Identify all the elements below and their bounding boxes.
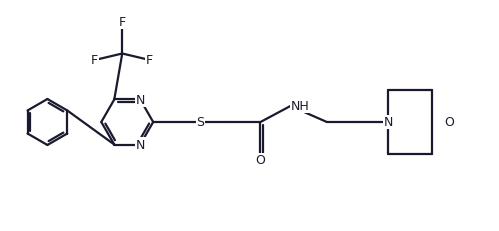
Text: N: N xyxy=(136,138,145,151)
Text: F: F xyxy=(119,16,126,29)
Text: F: F xyxy=(91,54,98,67)
Text: N: N xyxy=(384,116,393,129)
Text: S: S xyxy=(197,116,205,129)
Text: NH: NH xyxy=(290,100,309,113)
Text: O: O xyxy=(255,154,265,167)
Text: O: O xyxy=(444,116,454,129)
Text: F: F xyxy=(146,54,153,67)
Text: N: N xyxy=(136,94,145,106)
